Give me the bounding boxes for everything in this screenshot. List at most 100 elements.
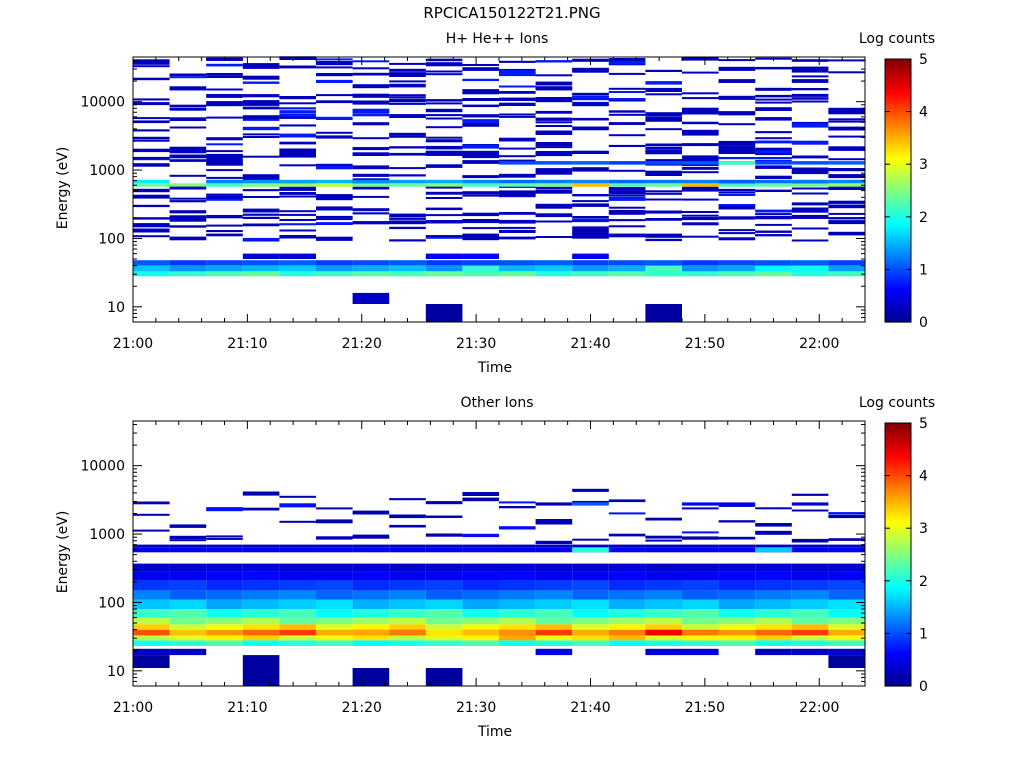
figure-title: RPCICA150122T21.PNG <box>423 4 601 22</box>
heatmap-cell <box>791 69 829 73</box>
heatmap-cell <box>828 146 865 150</box>
colorbar-segment <box>885 300 911 305</box>
x-tick-label: 21:40 <box>570 700 610 716</box>
heatmap-cell <box>791 590 829 600</box>
colorbar-segment <box>885 562 911 566</box>
colorbar-segment <box>885 454 911 458</box>
colorbar-segment <box>885 633 911 637</box>
heatmap-cell <box>499 624 536 630</box>
heatmap-cell <box>572 547 609 553</box>
heatmap-cell <box>755 131 792 134</box>
colorbar-segment <box>885 588 911 592</box>
heatmap-cell <box>645 119 682 122</box>
heatmap-cell <box>682 92 719 95</box>
heatmap-cell <box>791 93 829 97</box>
heatmap-cell <box>791 214 829 219</box>
heatmap-cell <box>425 99 463 102</box>
colorbar-segment <box>885 423 911 427</box>
heatmap-cell <box>279 213 316 216</box>
heatmap-cell <box>828 179 865 184</box>
heatmap-cell <box>682 617 719 625</box>
heatmap-cell <box>352 617 390 625</box>
heatmap-cell <box>645 640 682 646</box>
heatmap-cell <box>316 163 353 166</box>
heatmap-cell <box>242 507 280 511</box>
heatmap-cell <box>352 629 390 636</box>
heatmap-cell <box>279 265 316 272</box>
colorbar-segment <box>885 203 911 207</box>
heatmap-cell <box>242 208 280 213</box>
heatmap-cell <box>279 153 316 158</box>
heatmap-cell <box>425 62 463 65</box>
heatmap-cell <box>242 115 280 120</box>
heatmap-cell <box>242 253 280 259</box>
heatmap-cell <box>425 563 463 572</box>
colorbar-segment <box>885 486 911 490</box>
heatmap-cell <box>279 65 316 69</box>
heatmap-cell <box>828 112 865 115</box>
heatmap-cell <box>608 134 646 137</box>
heatmap-cell <box>682 235 719 238</box>
heatmap-cell <box>316 215 353 218</box>
heatmap-cell <box>389 146 426 149</box>
heatmap-cell <box>169 200 207 203</box>
heatmap-cell <box>352 624 390 630</box>
heatmap-cell <box>242 77 280 80</box>
heatmap-cell <box>279 192 316 195</box>
heatmap-cell <box>499 85 536 88</box>
heatmap-cell <box>279 124 316 127</box>
heatmap-cell <box>535 168 573 172</box>
colorbar-segment <box>885 303 911 307</box>
heatmap-cell <box>608 60 646 65</box>
heatmap-cell <box>535 179 573 184</box>
heatmap-cell <box>462 233 499 237</box>
heatmap-cell <box>791 202 829 206</box>
heatmap-cell <box>535 125 573 127</box>
heatmap-cell <box>425 179 463 184</box>
heatmap-cell <box>206 609 243 618</box>
heatmap-cell <box>535 183 573 187</box>
heatmap-cell <box>718 216 756 220</box>
heatmap-cell <box>206 195 243 199</box>
colorbar-segment <box>885 570 911 574</box>
heatmap-cell <box>389 183 426 187</box>
y-axis-label: Energy (eV) <box>55 147 71 230</box>
heatmap-cell <box>755 640 792 646</box>
heatmap-cell <box>535 203 573 208</box>
heatmap-cell <box>535 580 573 591</box>
colorbar-segment <box>885 438 911 443</box>
heatmap-cell <box>352 563 390 572</box>
heatmap-cell <box>499 179 536 184</box>
heatmap-cell <box>791 59 829 62</box>
heatmap-cell <box>169 580 207 591</box>
heatmap-cell <box>206 260 243 266</box>
heatmap-cell <box>169 186 207 190</box>
heatmap-cell <box>755 580 792 591</box>
heatmap-cell <box>645 93 682 96</box>
colorbar-segment <box>885 591 911 595</box>
heatmap-cell <box>389 213 426 218</box>
heatmap-cell <box>535 236 573 238</box>
heatmap-cell <box>352 640 390 646</box>
heatmap-cell <box>425 70 463 73</box>
colorbar-segment <box>885 441 911 445</box>
colorbar-segment <box>885 678 911 682</box>
heatmap-cell <box>352 183 390 187</box>
heatmap-cell <box>169 86 207 90</box>
heatmap-cell <box>352 122 390 126</box>
heatmap-cell <box>462 563 499 572</box>
heatmap-cell <box>608 58 646 62</box>
colorbar-segment <box>885 593 911 598</box>
colorbar-segment <box>885 638 911 642</box>
heatmap-cell <box>682 640 719 646</box>
heatmap-cell <box>242 183 280 187</box>
heatmap-cell <box>206 156 243 161</box>
heatmap-cell <box>499 183 536 187</box>
heatmap-cell <box>389 524 426 528</box>
colorbar-segment <box>885 245 911 249</box>
heatmap-cell <box>608 212 646 215</box>
heatmap-cell <box>133 117 170 120</box>
heatmap-cell <box>389 617 426 625</box>
heatmap-cell <box>791 97 829 100</box>
heatmap-cell <box>572 101 609 105</box>
